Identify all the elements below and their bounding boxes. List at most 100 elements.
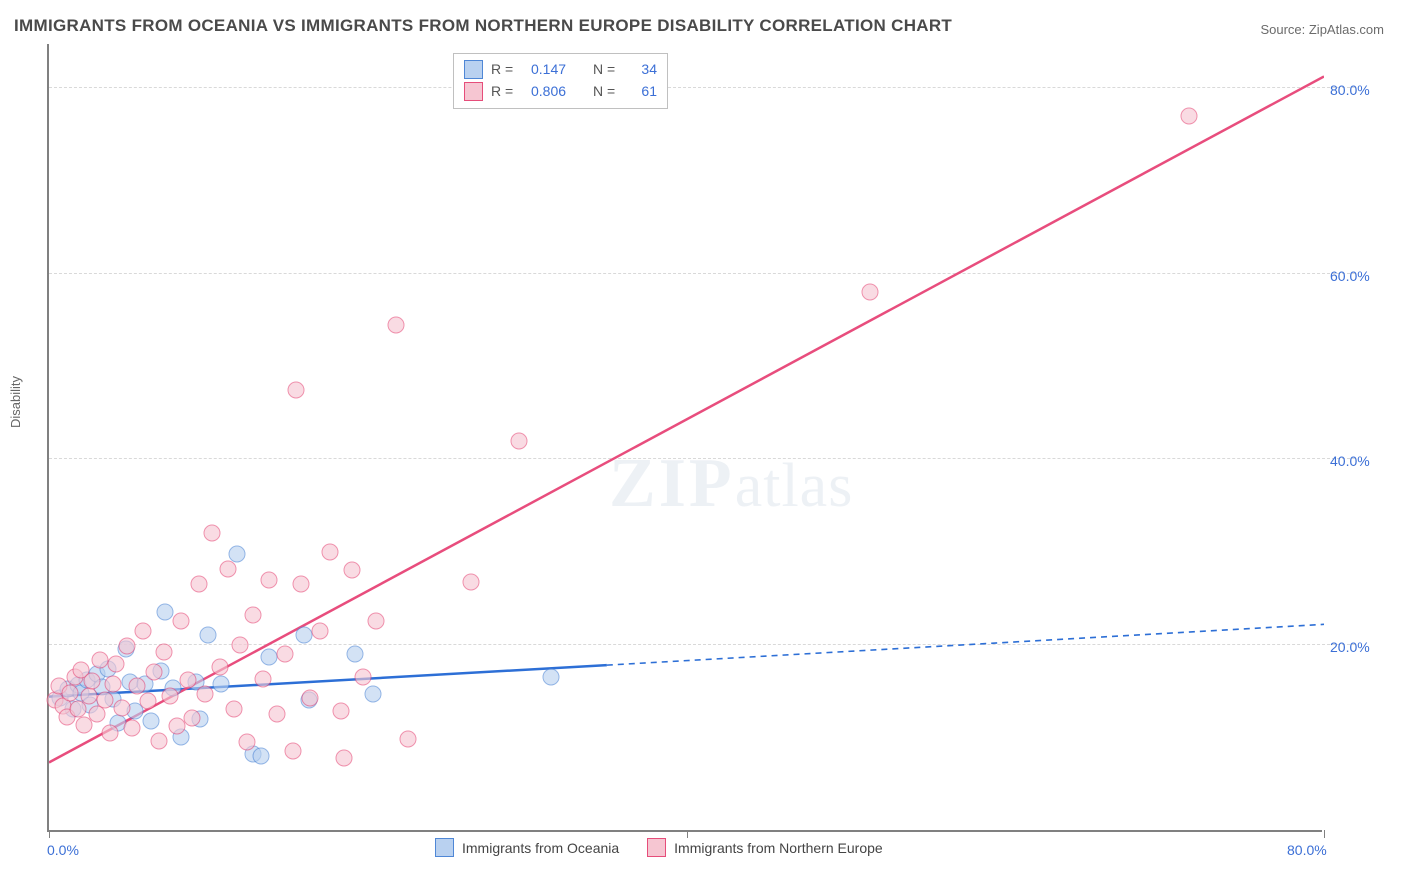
data-point	[123, 720, 140, 737]
chart-title: IMMIGRANTS FROM OCEANIA VS IMMIGRANTS FR…	[14, 16, 952, 36]
data-point	[119, 638, 136, 655]
data-point	[114, 699, 131, 716]
data-point	[321, 543, 338, 560]
data-point	[543, 669, 560, 686]
y-tick-label: 40.0%	[1330, 453, 1370, 469]
data-point	[399, 731, 416, 748]
data-point	[96, 692, 113, 709]
data-point	[179, 671, 196, 688]
y-tick-label: 20.0%	[1330, 639, 1370, 655]
source-label: Source:	[1260, 22, 1308, 37]
data-point	[354, 669, 371, 686]
data-point	[292, 576, 309, 593]
data-point	[254, 670, 271, 687]
data-point	[84, 672, 101, 689]
data-point	[143, 712, 160, 729]
data-point	[367, 613, 384, 630]
data-point	[364, 685, 381, 702]
data-point	[311, 622, 328, 639]
data-point	[260, 571, 277, 588]
watermark-bold: ZIP	[609, 445, 735, 522]
legend-series-label: Immigrants from Northern Europe	[674, 840, 883, 856]
legend-swatch	[464, 60, 483, 79]
legend-series-label: Immigrants from Oceania	[462, 840, 619, 856]
data-point	[1180, 108, 1197, 125]
data-point	[288, 381, 305, 398]
data-point	[157, 604, 174, 621]
source-value: ZipAtlas.com	[1309, 22, 1384, 37]
x-tick	[49, 830, 50, 838]
data-point	[80, 687, 97, 704]
data-point	[101, 724, 118, 741]
legend-r-label: R =	[491, 80, 523, 102]
data-point	[388, 316, 405, 333]
data-point	[276, 645, 293, 662]
data-point	[260, 648, 277, 665]
legend-r-label: R =	[491, 58, 523, 80]
data-point	[332, 703, 349, 720]
data-point	[511, 432, 528, 449]
data-point	[139, 693, 156, 710]
data-point	[211, 658, 228, 675]
legend-n-label: N =	[593, 58, 625, 80]
data-point	[268, 706, 285, 723]
data-point	[335, 749, 352, 766]
data-point	[162, 687, 179, 704]
data-point	[128, 678, 145, 695]
legend-swatch	[647, 838, 666, 857]
data-point	[463, 574, 480, 591]
legend-swatch	[464, 82, 483, 101]
y-axis-label: Disability	[8, 376, 23, 428]
trendline-extension	[607, 624, 1324, 665]
data-point	[135, 622, 152, 639]
trendline	[49, 76, 1324, 762]
data-point	[296, 627, 313, 644]
data-point	[238, 733, 255, 750]
data-point	[225, 701, 242, 718]
legend-n-label: N =	[593, 80, 625, 102]
data-point	[302, 690, 319, 707]
legend-r-value: 0.147	[531, 58, 585, 80]
legend-series-item: Immigrants from Oceania	[435, 838, 619, 857]
x-tick	[1324, 830, 1325, 838]
y-tick-label: 80.0%	[1330, 82, 1370, 98]
data-point	[229, 545, 246, 562]
data-point	[347, 645, 364, 662]
legend-row: R = 0.147 N = 34	[464, 58, 657, 80]
data-point	[107, 656, 124, 673]
data-point	[203, 525, 220, 542]
data-point	[219, 560, 236, 577]
data-point	[252, 747, 269, 764]
watermark: ZIPatlas	[609, 444, 853, 524]
data-point	[61, 684, 78, 701]
data-point	[69, 701, 86, 718]
data-point	[150, 733, 167, 750]
gridline	[49, 273, 1355, 274]
data-point	[168, 718, 185, 735]
gridline	[49, 87, 1355, 88]
legend-correlation: R = 0.147 N = 34 R = 0.806 N = 61	[453, 53, 668, 109]
legend-row: R = 0.806 N = 61	[464, 80, 657, 102]
legend-series-item: Immigrants from Northern Europe	[647, 838, 883, 857]
plot-area: ZIPatlas	[47, 44, 1322, 832]
data-point	[245, 606, 262, 623]
data-point	[173, 613, 190, 630]
legend-n-value: 61	[633, 80, 657, 102]
data-point	[232, 636, 249, 653]
data-point	[190, 576, 207, 593]
data-point	[284, 743, 301, 760]
x-tick-label: 0.0%	[47, 842, 79, 858]
data-point	[197, 685, 214, 702]
watermark-light: atlas	[735, 452, 854, 520]
legend-r-value: 0.806	[531, 80, 585, 102]
data-point	[213, 675, 230, 692]
x-tick	[687, 830, 688, 838]
legend-series: Immigrants from Oceania Immigrants from N…	[435, 838, 883, 857]
y-tick-label: 60.0%	[1330, 268, 1370, 284]
data-point	[184, 709, 201, 726]
legend-swatch	[435, 838, 454, 857]
legend-n-value: 34	[633, 58, 657, 80]
data-point	[92, 652, 109, 669]
data-point	[104, 675, 121, 692]
data-point	[343, 562, 360, 579]
